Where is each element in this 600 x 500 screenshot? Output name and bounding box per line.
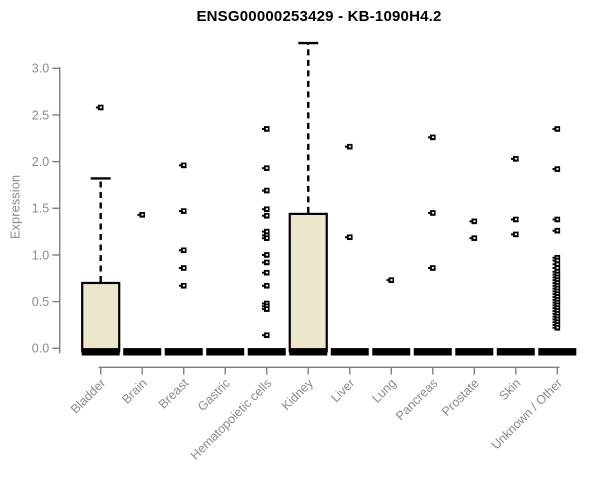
box-bladder bbox=[81, 104, 121, 356]
outlier-point bbox=[261, 228, 270, 235]
y-tick-label: 0.5 bbox=[32, 295, 49, 309]
box-prostate bbox=[455, 218, 494, 356]
outlier-point bbox=[261, 126, 270, 132]
x-tick-label: Gastric bbox=[195, 376, 233, 414]
outlier-point bbox=[261, 306, 270, 312]
median-bar bbox=[81, 348, 120, 356]
box-kidney bbox=[288, 41, 328, 356]
outlier-point bbox=[178, 162, 187, 169]
outlier-point bbox=[261, 282, 270, 289]
outlier-point bbox=[261, 269, 270, 276]
x-tick-label: Unknown / Other bbox=[489, 376, 565, 452]
box-unknown-other bbox=[538, 126, 577, 356]
outlier-point bbox=[95, 104, 104, 111]
x-tick-label: Brain bbox=[119, 376, 150, 407]
median-bar bbox=[164, 348, 203, 356]
outlier-point bbox=[261, 332, 270, 339]
outlier-point bbox=[261, 206, 270, 213]
x-tick-label: Skin bbox=[496, 376, 523, 403]
median-bar bbox=[206, 348, 245, 356]
box-body bbox=[81, 281, 121, 353]
x-tick-label: Breast bbox=[156, 376, 192, 412]
x-tick-label: Bladder bbox=[68, 376, 108, 416]
outlier-point bbox=[511, 156, 519, 162]
y-tick-label: 1.0 bbox=[32, 248, 49, 262]
outlier-point bbox=[552, 265, 561, 271]
median-bar bbox=[455, 348, 494, 356]
outlier-point bbox=[178, 265, 187, 271]
outlier-point bbox=[261, 187, 270, 194]
outlier-point bbox=[261, 212, 270, 219]
box-lung bbox=[372, 277, 411, 356]
outlier-point bbox=[552, 257, 561, 264]
x-tick-label: Hematopoietic cells bbox=[188, 376, 275, 463]
outlier-point bbox=[178, 282, 187, 289]
box-body bbox=[288, 212, 328, 353]
y-tick-label: 0.0 bbox=[32, 342, 49, 356]
outlier-point bbox=[552, 324, 561, 331]
y-tick-label: 2.5 bbox=[32, 108, 49, 122]
y-tick-label: 2.0 bbox=[32, 155, 49, 169]
outlier-point bbox=[552, 216, 561, 223]
outlier-point bbox=[261, 165, 270, 171]
outlier-point bbox=[552, 126, 561, 132]
outlier-point bbox=[552, 166, 561, 172]
outlier-point bbox=[344, 143, 353, 150]
box-liver bbox=[330, 143, 369, 356]
outlier-point bbox=[552, 227, 561, 234]
x-tick-label: Liver bbox=[328, 376, 357, 405]
outlier-point bbox=[469, 235, 478, 241]
outlier-point bbox=[261, 235, 270, 241]
median-bar bbox=[289, 348, 328, 356]
outlier-point bbox=[261, 259, 270, 266]
outlier-point bbox=[469, 218, 478, 225]
outlier-point bbox=[427, 134, 436, 141]
median-bar bbox=[330, 348, 369, 356]
y-axis: 0.0 0.5 1.0 1.5 2.0 2.5 3.0 bbox=[32, 62, 61, 356]
median-bar bbox=[496, 348, 535, 356]
chart-title: ENSG00000253429 - KB-1090H4.2 bbox=[196, 8, 442, 25]
outlier-point bbox=[178, 208, 187, 214]
median-bar bbox=[247, 348, 286, 356]
outlier-point bbox=[511, 231, 519, 238]
y-tick-label: 3.0 bbox=[32, 62, 49, 76]
box-brain bbox=[123, 212, 162, 356]
box-gastric bbox=[206, 348, 245, 356]
outlier-point bbox=[386, 277, 395, 283]
outlier-point bbox=[427, 265, 436, 271]
outlier-point bbox=[261, 252, 270, 258]
outlier-point bbox=[178, 247, 187, 254]
outlier-point bbox=[137, 212, 146, 218]
outlier-point bbox=[427, 210, 436, 216]
box-pancreas bbox=[413, 134, 452, 356]
median-bar bbox=[372, 348, 411, 356]
median-bar bbox=[413, 348, 452, 356]
box-breast bbox=[164, 162, 203, 356]
box-hematopoietic-cells bbox=[247, 126, 286, 356]
x-tick-label: Lung bbox=[369, 376, 399, 406]
x-tick-label: Pancreas bbox=[393, 376, 440, 423]
outlier-point bbox=[344, 234, 353, 241]
x-tick-label: Prostate bbox=[439, 376, 482, 419]
outlier-point bbox=[552, 261, 561, 268]
median-bar bbox=[123, 348, 162, 356]
x-tick-label: Kidney bbox=[279, 376, 316, 413]
outlier-point bbox=[511, 216, 519, 223]
median-bar bbox=[538, 348, 577, 356]
y-tick-label: 1.5 bbox=[32, 202, 49, 216]
box-skin bbox=[496, 156, 535, 356]
